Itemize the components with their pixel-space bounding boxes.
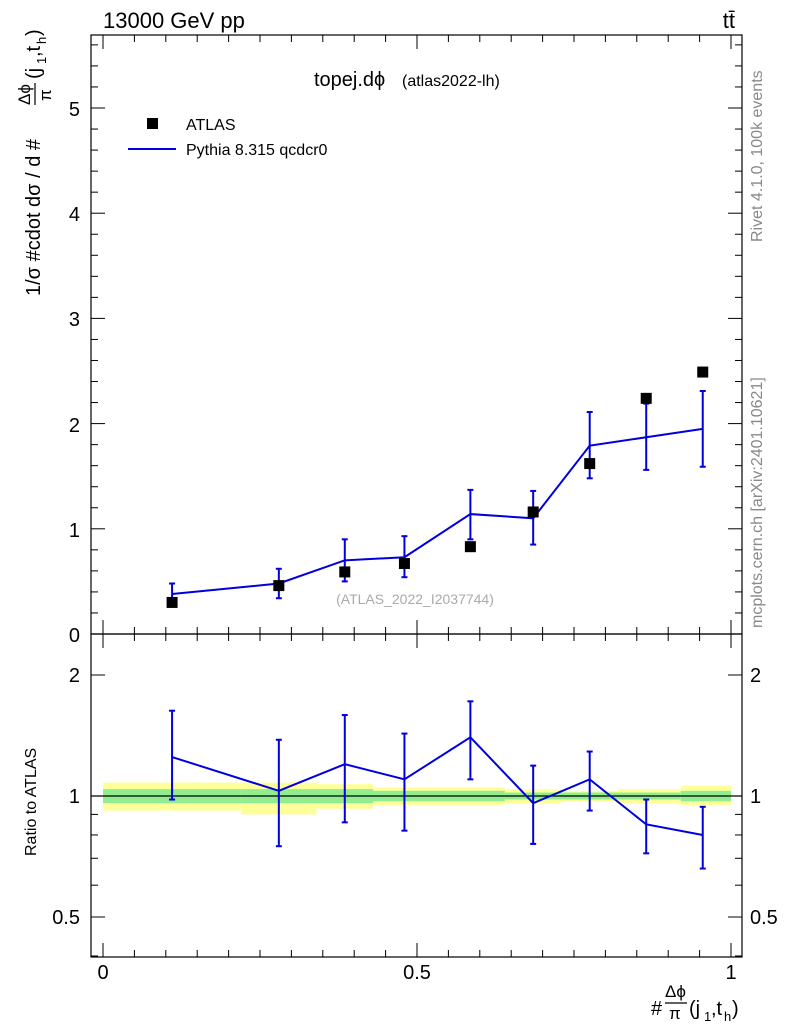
top-ylabel-close: ): [23, 29, 45, 36]
process-label: tt̄: [723, 8, 735, 33]
ratio-ylabel: Ratio to ATLAS: [23, 748, 40, 856]
ratio-uncertainty-bands: [103, 782, 731, 815]
top-ytick-label-5: 5: [69, 99, 80, 121]
xlabel-frac-den: π: [669, 1004, 681, 1023]
top-ytick-label-3: 3: [69, 309, 80, 331]
top-ytick-label-0: 0: [69, 625, 80, 647]
top-ylabel-args: (j: [23, 68, 45, 79]
legend-atlas-label: ATLAS: [186, 117, 236, 134]
top-ylabel: 1/σ #cdot dσ / d #: [23, 138, 45, 296]
xlabel-args: (j: [689, 998, 700, 1020]
top-ylabel-frac-num: Δϕ: [15, 84, 34, 105]
top-ylabel-prefix: 1/σ #cdot dσ / d #: [23, 138, 45, 296]
top-ytick-label-2: 2: [69, 415, 80, 437]
ratio-ytick-label-1: 1: [69, 786, 80, 808]
xlabel-sub2: h: [724, 1009, 731, 1024]
pythia-line: [171, 427, 703, 596]
xlabel: # Δϕ π (j 1 ,t h ): [651, 982, 739, 1024]
legend-atlas-marker: [147, 118, 158, 129]
xlabel-prefix: #: [651, 998, 663, 1020]
xlabel-frac-num: Δϕ: [665, 982, 686, 1001]
atlas-data-point: [527, 506, 539, 518]
xlabel-close: ): [732, 998, 739, 1020]
atlas-data-series: [166, 366, 709, 608]
atlas-data-point: [464, 541, 476, 553]
atlas-data-point: [339, 566, 351, 578]
mcplots-label: mcplots.cern.ch [arXiv:2401.10621]: [749, 377, 766, 628]
ratio-ytick-label-0.5: 0.5: [52, 907, 80, 929]
ratio-ytick-label-right-0.5: 0.5: [750, 907, 778, 929]
top-ytick-label-4: 4: [69, 204, 80, 226]
top-ytick-label-1: 1: [69, 520, 80, 542]
xlabel-mid: ,t: [711, 998, 723, 1020]
xtick-label-0.5: 0.5: [403, 962, 431, 984]
top-ylabel-fraction: Δϕ π (j 1 ,t h ): [15, 29, 55, 105]
analysis-watermark: (ATLAS_2022_I2037744): [336, 591, 494, 607]
plot-title-sub: (atlas2022-lh): [402, 73, 500, 90]
atlas-data-point: [697, 366, 709, 378]
atlas-data-point: [640, 392, 652, 404]
plot-title-main: topej.dϕ: [314, 69, 385, 91]
top-ylabel-sub2: h: [34, 37, 49, 44]
atlas-data-point: [584, 458, 596, 470]
atlas-data-point: [166, 596, 178, 608]
ratio-ytick-label-right-2: 2: [750, 665, 761, 687]
mc-main-series: [169, 389, 706, 606]
energy-label: 13000 GeV pp: [103, 8, 245, 33]
atlas-data-point: [273, 580, 285, 592]
axis-ticks: [91, 35, 742, 957]
rivet-label: Rivet 4.1.0, 100k events: [749, 70, 766, 242]
atlas-data-point: [398, 558, 410, 570]
xtick-label-1: 1: [725, 962, 736, 984]
top-ylabel-mid: ,t: [23, 45, 45, 57]
ratio-ytick-label-2: 2: [69, 665, 80, 687]
xtick-label-0: 0: [97, 962, 108, 984]
top-ylabel-sub1: 1: [34, 57, 49, 64]
mc-ratio-series: [169, 700, 706, 870]
xlabel-sub1: 1: [704, 1009, 711, 1024]
ratio-ytick-label-right-1: 1: [750, 786, 761, 808]
top-ylabel-frac-den: π: [36, 89, 55, 101]
legend-pythia-label: Pythia 8.315 qcdcr0: [186, 142, 328, 159]
